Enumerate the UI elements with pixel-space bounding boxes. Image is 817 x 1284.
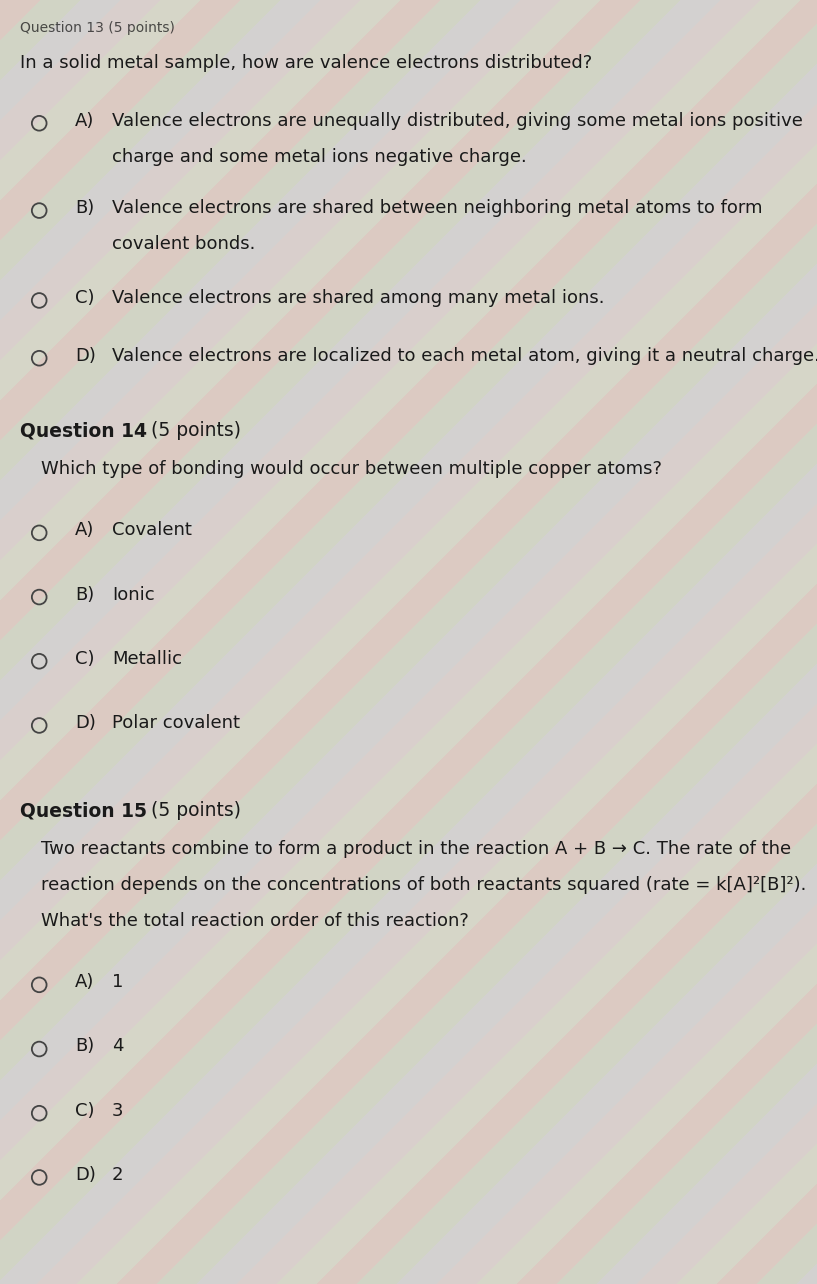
Text: Two reactants combine to form a product in the reaction A + B → C. The rate of t: Two reactants combine to form a product … bbox=[41, 840, 791, 858]
Text: C): C) bbox=[75, 289, 95, 307]
Text: 1: 1 bbox=[112, 973, 123, 991]
Text: 3: 3 bbox=[112, 1102, 123, 1120]
Text: Valence electrons are unequally distributed, giving some metal ions positive: Valence electrons are unequally distribu… bbox=[112, 112, 803, 130]
Text: Covalent: Covalent bbox=[112, 521, 192, 539]
Text: covalent bonds.: covalent bonds. bbox=[112, 235, 255, 253]
Text: Question 14: Question 14 bbox=[20, 421, 147, 440]
Text: A): A) bbox=[75, 112, 95, 130]
Text: reaction depends on the concentrations of both reactants squared (rate = k[A]²[B: reaction depends on the concentrations o… bbox=[41, 876, 806, 894]
Text: 2: 2 bbox=[112, 1166, 123, 1184]
Text: (5 points): (5 points) bbox=[145, 421, 241, 440]
Text: D): D) bbox=[75, 714, 96, 732]
Text: Ionic: Ionic bbox=[112, 586, 154, 603]
Text: A): A) bbox=[75, 521, 95, 539]
Text: Metallic: Metallic bbox=[112, 650, 182, 668]
Text: C): C) bbox=[75, 650, 95, 668]
Text: A): A) bbox=[75, 973, 95, 991]
Text: B): B) bbox=[75, 199, 95, 217]
Text: (5 points): (5 points) bbox=[145, 801, 241, 820]
Text: C): C) bbox=[75, 1102, 95, 1120]
Text: B): B) bbox=[75, 586, 95, 603]
Text: charge and some metal ions negative charge.: charge and some metal ions negative char… bbox=[112, 148, 527, 166]
Text: Valence electrons are shared among many metal ions.: Valence electrons are shared among many … bbox=[112, 289, 605, 307]
Text: Valence electrons are shared between neighboring metal atoms to form: Valence electrons are shared between nei… bbox=[112, 199, 762, 217]
Text: Question 15: Question 15 bbox=[20, 801, 147, 820]
Text: Valence electrons are localized to each metal atom, giving it a neutral charge.: Valence electrons are localized to each … bbox=[112, 347, 817, 365]
Text: D): D) bbox=[75, 347, 96, 365]
Text: Question 13 (5 points): Question 13 (5 points) bbox=[20, 21, 176, 35]
Text: 4: 4 bbox=[112, 1037, 123, 1055]
Text: What's the total reaction order of this reaction?: What's the total reaction order of this … bbox=[41, 912, 469, 930]
Text: D): D) bbox=[75, 1166, 96, 1184]
Text: Polar covalent: Polar covalent bbox=[112, 714, 240, 732]
Text: In a solid metal sample, how are valence electrons distributed?: In a solid metal sample, how are valence… bbox=[20, 54, 592, 72]
Text: Which type of bonding would occur between multiple copper atoms?: Which type of bonding would occur betwee… bbox=[41, 460, 662, 478]
Text: B): B) bbox=[75, 1037, 95, 1055]
